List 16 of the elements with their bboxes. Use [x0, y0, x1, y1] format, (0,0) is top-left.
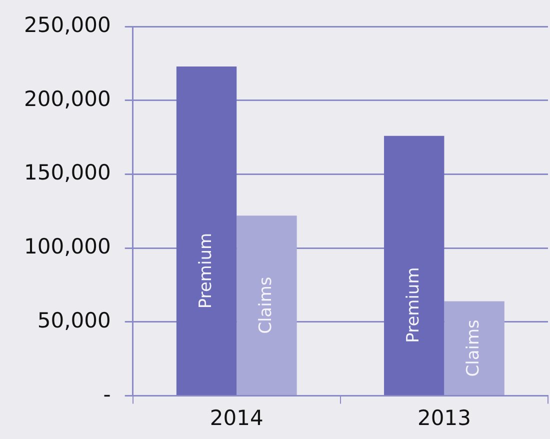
bar [176, 66, 237, 396]
x-tick-label: 2014 [210, 406, 264, 430]
y-tick-label: 150,000 [24, 160, 111, 185]
series-label: Premium [196, 232, 216, 309]
text: Premium [404, 267, 424, 343]
bar [444, 301, 504, 396]
bar [384, 136, 444, 396]
y-tick-label: 100,000 [24, 234, 111, 259]
y-tick-label: - [103, 382, 111, 406]
text: Claims [256, 276, 276, 334]
series-label: Claims [464, 319, 484, 377]
y-tick-label: 200,000 [24, 86, 111, 111]
y-tick-label: 250,000 [24, 13, 111, 38]
y-tick-label: 50,000 [37, 308, 111, 332]
x-tick-label: 2013 [417, 406, 471, 430]
bar [236, 216, 297, 396]
